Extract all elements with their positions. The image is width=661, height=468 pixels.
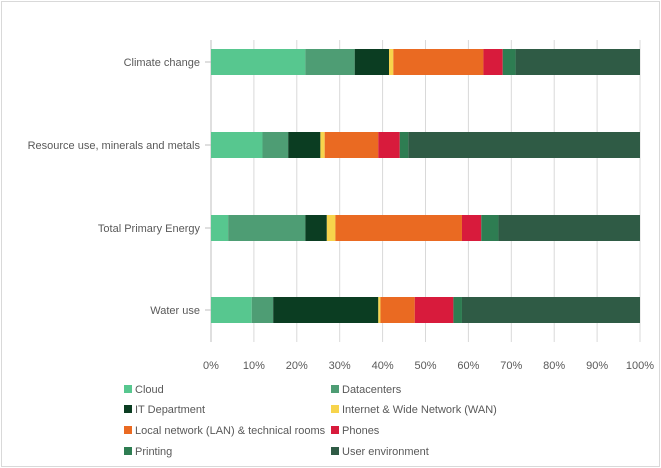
bar-segment	[378, 297, 381, 323]
bar-segment	[251, 297, 274, 323]
bar-segment	[399, 132, 409, 158]
bar-segment	[483, 49, 503, 75]
legend-swatch	[124, 447, 132, 455]
bar-segment	[380, 297, 415, 323]
x-tick-label: 60%	[457, 360, 479, 372]
x-tick-label: 70%	[500, 360, 522, 372]
legend-swatch	[331, 385, 339, 393]
x-tick-label: 90%	[586, 360, 608, 372]
legend-label: Internet & Wide Network (WAN)	[342, 404, 497, 416]
bar-segment	[453, 297, 462, 323]
bar-segment	[408, 132, 640, 158]
legend-swatch	[331, 426, 339, 434]
legend-swatch	[124, 405, 132, 413]
bar-segment	[498, 215, 640, 241]
x-tick-label: 30%	[329, 360, 351, 372]
legend-label: Datacenters	[342, 384, 402, 396]
legend-label: Phones	[342, 425, 380, 437]
bar-segment	[378, 132, 400, 158]
x-tick-label: 20%	[286, 360, 308, 372]
legend-label: Printing	[135, 446, 172, 458]
bar-segment	[515, 49, 640, 75]
bar-segment	[211, 215, 229, 241]
bar-segment	[288, 132, 321, 158]
bar-segment	[228, 215, 306, 241]
legend-swatch	[124, 426, 132, 434]
bar-segment	[481, 215, 499, 241]
bar-segment	[320, 132, 325, 158]
category-label: Resource use, minerals and metals	[28, 140, 201, 152]
x-tick-label: 40%	[372, 360, 394, 372]
bar-segment	[389, 49, 394, 75]
legend-swatch	[331, 405, 339, 413]
legend-swatch	[124, 385, 132, 393]
bar-segment	[211, 297, 252, 323]
legend-label: Local network (LAN) & technical rooms	[135, 425, 326, 437]
bar-segment	[461, 215, 482, 241]
bar-segment	[324, 132, 379, 158]
x-tick-label: 80%	[543, 360, 565, 372]
bar-segment	[262, 132, 289, 158]
legend-swatch	[331, 447, 339, 455]
bar-segment	[393, 49, 484, 75]
legend-label: User environment	[342, 446, 429, 458]
x-tick-label: 10%	[243, 360, 265, 372]
bar-segment	[211, 49, 306, 75]
bar-segment	[354, 49, 390, 75]
bar-segment	[305, 215, 327, 241]
bar-segment	[335, 215, 462, 241]
category-label: Water use	[150, 305, 200, 317]
x-tick-label: 100%	[626, 360, 654, 372]
legend-label: Cloud	[135, 384, 164, 396]
category-label: Total Primary Energy	[98, 223, 201, 235]
category-label: Climate change	[124, 57, 200, 69]
bar-segment	[305, 49, 355, 75]
bar-segment	[273, 297, 379, 323]
x-tick-label: 50%	[414, 360, 436, 372]
bar-segment	[502, 49, 516, 75]
bar-segment	[461, 297, 640, 323]
bar-segment	[326, 215, 336, 241]
bar-segment	[414, 297, 454, 323]
legend-label: IT Department	[135, 404, 205, 416]
x-tick-label: 0%	[203, 360, 219, 372]
bar-segment	[211, 132, 263, 158]
